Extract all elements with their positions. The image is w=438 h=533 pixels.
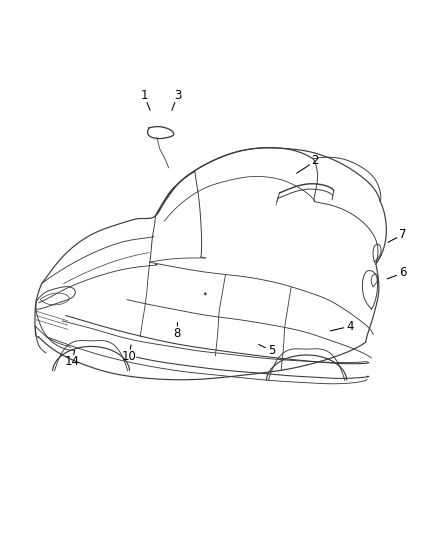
Text: 4: 4 — [346, 320, 354, 333]
Text: 5: 5 — [268, 344, 275, 357]
Text: 3: 3 — [174, 90, 181, 102]
Text: 7: 7 — [399, 228, 407, 241]
Text: 14: 14 — [65, 355, 80, 368]
Text: 8: 8 — [174, 327, 181, 340]
Text: 10: 10 — [122, 350, 137, 362]
Text: ✦: ✦ — [203, 292, 207, 297]
Text: 2: 2 — [311, 155, 319, 167]
Text: 1: 1 — [141, 90, 148, 102]
Text: 6: 6 — [399, 266, 407, 279]
